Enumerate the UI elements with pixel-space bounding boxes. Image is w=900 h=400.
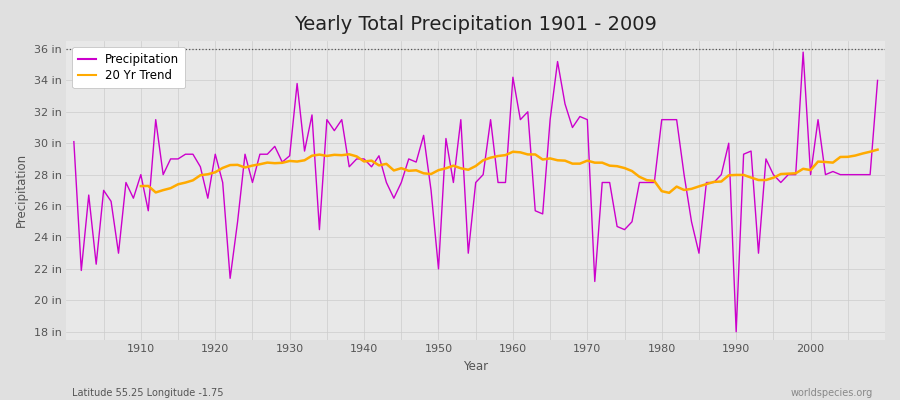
Precipitation bbox=[292, 81, 302, 86]
Precipitation bbox=[508, 75, 518, 80]
20 Yr Trend bbox=[820, 160, 831, 164]
20 Yr Trend bbox=[664, 190, 675, 195]
20 Yr Trend bbox=[842, 154, 853, 159]
20 Yr Trend bbox=[872, 147, 883, 152]
20 Yr Trend bbox=[135, 184, 146, 188]
Precipitation bbox=[500, 180, 511, 185]
Y-axis label: Precipitation: Precipitation bbox=[15, 153, 28, 228]
Title: Yearly Total Precipitation 1901 - 2009: Yearly Total Precipitation 1901 - 2009 bbox=[294, 15, 657, 34]
Precipitation bbox=[872, 78, 883, 83]
Precipitation bbox=[597, 180, 608, 185]
20 Yr Trend bbox=[515, 150, 526, 155]
Precipitation bbox=[128, 196, 139, 201]
Line: Precipitation: Precipitation bbox=[74, 52, 878, 332]
Legend: Precipitation, 20 Yr Trend: Precipitation, 20 Yr Trend bbox=[72, 47, 185, 88]
Precipitation bbox=[797, 50, 808, 54]
Precipitation bbox=[68, 139, 79, 144]
Line: 20 Yr Trend: 20 Yr Trend bbox=[140, 150, 877, 193]
Text: worldspecies.org: worldspecies.org bbox=[791, 388, 873, 398]
X-axis label: Year: Year bbox=[464, 360, 489, 373]
20 Yr Trend bbox=[307, 153, 318, 158]
20 Yr Trend bbox=[574, 161, 585, 166]
Precipitation bbox=[337, 117, 347, 122]
Text: Latitude 55.25 Longitude -1.75: Latitude 55.25 Longitude -1.75 bbox=[72, 388, 223, 398]
Precipitation bbox=[731, 329, 742, 334]
20 Yr Trend bbox=[277, 160, 288, 165]
